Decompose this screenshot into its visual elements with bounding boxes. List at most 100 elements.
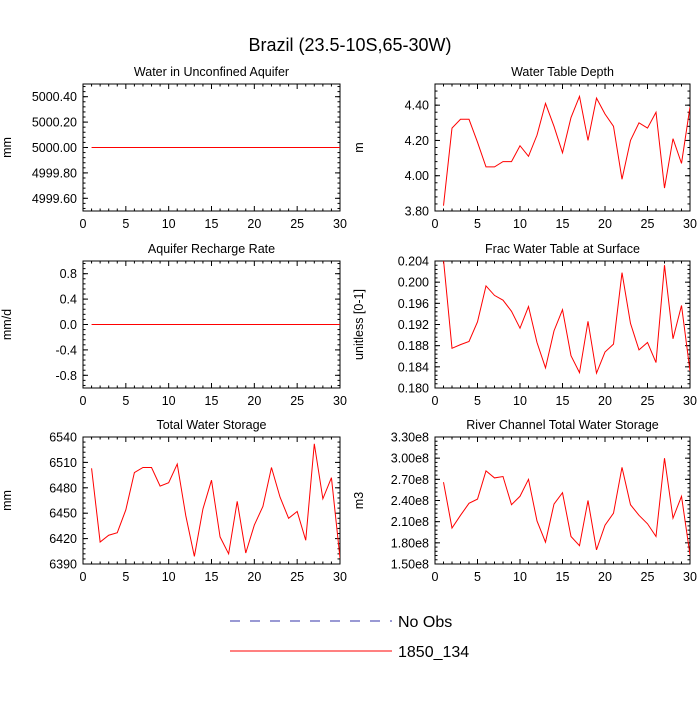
x-tick-label: 10: [513, 570, 527, 584]
y-tick-label: 5000.40: [32, 90, 77, 104]
x-tick-label: 25: [641, 570, 655, 584]
y-tick-label: 0.180: [398, 382, 429, 396]
y-tick-label: 0.0: [60, 318, 77, 332]
y-tick-label: 4.20: [405, 134, 429, 148]
y-tick-label: 2.40e8: [391, 494, 429, 508]
x-tick-label: 5: [474, 394, 481, 408]
x-tick-label: 25: [290, 570, 304, 584]
y-axis-label: mm: [0, 490, 14, 511]
y-tick-label: -0.4: [55, 343, 77, 357]
x-tick-label: 20: [247, 394, 261, 408]
legend-item: 1850_134: [230, 644, 469, 661]
y-tick-label: 6420: [49, 532, 77, 546]
y-tick-label: 5000.20: [32, 116, 77, 130]
y-tick-label: -0.8: [55, 369, 77, 383]
panel-3: Aquifer Recharge Rate mm/d 0 5 10 15 20 25 30 -0.…: [0, 242, 347, 408]
panel-2: Water Table Depth m 0 5 10 15 20 25 30 3.80 4.00 4.…: [352, 65, 697, 231]
x-tick-label: 5: [122, 394, 129, 408]
y-tick-label: 5000.00: [32, 141, 77, 155]
y-tick-label: 0.8: [60, 267, 77, 281]
x-tick-label: 10: [513, 394, 527, 408]
x-tick-label: 15: [556, 394, 570, 408]
x-tick-label: 30: [683, 570, 697, 584]
x-tick-label: 5: [122, 570, 129, 584]
panel-title: Total Water Storage: [156, 418, 266, 432]
y-tick-label: 3.80: [405, 205, 429, 219]
y-tick-label: 2.10e8: [391, 515, 429, 529]
x-tick-label: 30: [333, 570, 347, 584]
x-tick-label: 20: [598, 570, 612, 584]
y-tick-label: 1.80e8: [391, 536, 429, 550]
x-tick-label: 25: [290, 217, 304, 231]
x-tick-label: 0: [432, 394, 439, 408]
plot-frame: [434, 436, 691, 565]
x-tick-label: 0: [80, 570, 87, 584]
x-tick-label: 30: [333, 217, 347, 231]
x-tick-label: 15: [205, 394, 219, 408]
y-tick-label: 2.70e8: [391, 473, 429, 487]
figure-title: Brazil (23.5-10S,65-30W): [248, 35, 451, 55]
y-tick-label: 0.4: [60, 293, 77, 307]
panel-5: Total Water Storage mm 0 5 10 15 20 25 30 6390 642…: [0, 418, 347, 584]
y-tick-label: 4999.60: [32, 192, 77, 206]
x-tick-label: 10: [162, 570, 176, 584]
panel-title: Water in Unconfined Aquifer: [134, 65, 289, 79]
y-tick-label: 0.184: [398, 360, 429, 374]
plot-frame: [434, 260, 691, 389]
y-tick-label: 6540: [49, 431, 77, 445]
y-tick-label: 3.00e8: [391, 452, 429, 466]
panel-title: Aquifer Recharge Rate: [148, 242, 275, 256]
x-tick-label: 20: [247, 570, 261, 584]
y-tick-label: 6390: [49, 558, 77, 572]
y-axis-label: unitless [0-1]: [352, 289, 366, 360]
series-line: [443, 261, 690, 376]
series-line: [91, 443, 340, 559]
series-line: [443, 94, 690, 206]
plot-frame: [434, 83, 691, 212]
panel-title: Frac Water Table at Surface: [485, 242, 640, 256]
x-tick-label: 15: [556, 570, 570, 584]
panel-6: River Channel Total Water Storage m3 0 5 10 1…: [352, 418, 697, 584]
x-tick-label: 30: [683, 394, 697, 408]
y-axis-label: mm: [0, 137, 14, 158]
x-tick-label: 0: [432, 217, 439, 231]
x-tick-label: 20: [598, 217, 612, 231]
plot-frame: [82, 436, 341, 565]
x-tick-label: 25: [641, 217, 655, 231]
x-tick-label: 15: [556, 217, 570, 231]
y-tick-label: 0.196: [398, 297, 429, 311]
legend: No Obs 1850_134: [230, 614, 469, 661]
y-tick-label: 6480: [49, 481, 77, 495]
panel-1: Water in Unconfined Aquifer mm 0 5 10 15 20 25 3…: [0, 65, 347, 231]
x-tick-label: 20: [598, 394, 612, 408]
x-tick-label: 15: [205, 570, 219, 584]
x-tick-label: 30: [333, 394, 347, 408]
y-axis-label: mm/d: [0, 309, 14, 340]
y-tick-label: 6450: [49, 507, 77, 521]
y-axis-label: m: [352, 142, 366, 152]
panel-4: Frac Water Table at Surface unitless [0-1…: [352, 242, 697, 408]
x-tick-label: 10: [513, 217, 527, 231]
x-tick-label: 10: [162, 394, 176, 408]
y-tick-label: 1.50e8: [391, 558, 429, 572]
y-axis-label: m3: [352, 492, 366, 509]
x-tick-label: 25: [290, 394, 304, 408]
y-tick-label: 6510: [49, 456, 77, 470]
legend-item: No Obs: [230, 614, 452, 631]
panel-title: River Channel Total Water Storage: [466, 418, 659, 432]
x-tick-label: 5: [474, 570, 481, 584]
x-tick-label: 0: [80, 217, 87, 231]
x-tick-label: 0: [80, 394, 87, 408]
panel-title: Water Table Depth: [511, 65, 614, 79]
x-tick-label: 15: [205, 217, 219, 231]
x-tick-label: 10: [162, 217, 176, 231]
panels: Water in Unconfined Aquifer mm 0 5 10 15 20 25 3…: [0, 65, 697, 584]
y-tick-label: 4.40: [405, 99, 429, 113]
series-line: [443, 458, 690, 555]
legend-label: No Obs: [398, 614, 452, 631]
x-tick-label: 5: [474, 217, 481, 231]
x-tick-label: 25: [641, 394, 655, 408]
x-tick-label: 0: [432, 570, 439, 584]
